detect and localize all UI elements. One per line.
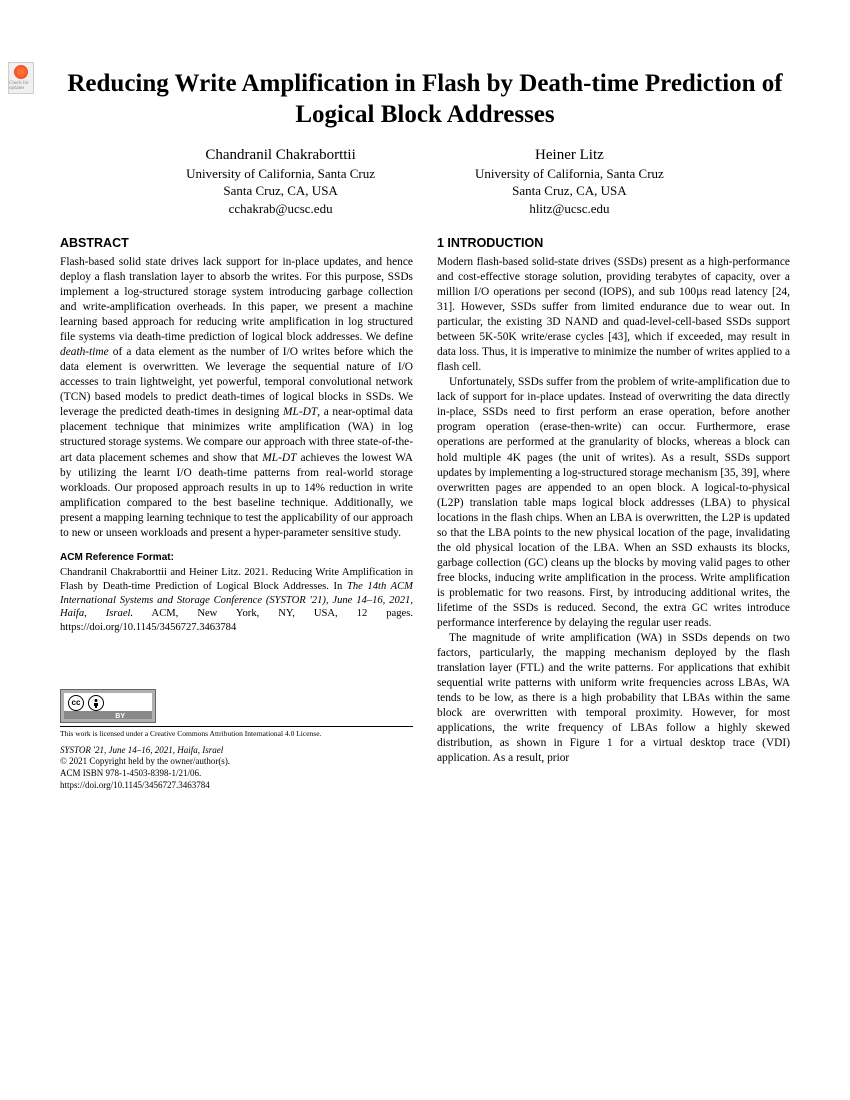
paper-title: Reducing Write Amplification in Flash by…: [60, 68, 790, 131]
author-1-loc: Santa Cruz, CA, USA: [186, 182, 375, 200]
acm-ref-text: Chandranil Chakraborttii and Heiner Litz…: [60, 566, 413, 635]
author-1-email: cchakrab@ucsc.edu: [186, 200, 375, 218]
license-text: This work is licensed under a Creative C…: [60, 726, 413, 739]
author-1: Chandranil Chakraborttii University of C…: [186, 145, 375, 218]
acm-ref-heading: ACM Reference Format:: [60, 551, 413, 564]
author-2: Heiner Litz University of California, Sa…: [475, 145, 664, 218]
cc-license-block: cc BY This work is licensed under a Crea…: [60, 689, 413, 739]
cc-icon: cc: [68, 695, 84, 711]
badge-label: Check for updates: [9, 81, 33, 91]
author-1-name: Chandranil Chakraborttii: [186, 145, 375, 165]
author-2-name: Heiner Litz: [475, 145, 664, 165]
author-2-loc: Santa Cruz, CA, USA: [475, 182, 664, 200]
check-updates-badge[interactable]: Check for updates: [8, 62, 34, 94]
two-column-body: ABSTRACT Flash-based solid state drives …: [60, 235, 790, 791]
footer-isbn: ACM ISBN 978-1-4503-8398-1/21/06.: [60, 768, 413, 780]
left-column: ABSTRACT Flash-based solid state drives …: [60, 235, 413, 791]
author-1-affil: University of California, Santa Cruz: [186, 165, 375, 183]
right-column: 1 INTRODUCTION Modern flash-based solid-…: [437, 235, 790, 791]
intro-p1: Modern flash-based solid-state drives (S…: [437, 255, 790, 375]
footer-copyright: © 2021 Copyright held by the owner/autho…: [60, 756, 413, 768]
abstract-body: Flash-based solid state drives lack supp…: [60, 255, 413, 541]
by-icon: [88, 695, 104, 711]
intro-p3: The magnitude of write amplification (WA…: [437, 631, 790, 766]
footer-block: SYSTOR '21, June 14–16, 2021, Haifa, Isr…: [60, 745, 413, 792]
abstract-heading: ABSTRACT: [60, 235, 413, 252]
footer-doi: https://doi.org/10.1145/3456727.3463784: [60, 780, 413, 792]
by-label: BY: [115, 712, 125, 721]
intro-heading: 1 INTRODUCTION: [437, 235, 790, 252]
author-2-affil: University of California, Santa Cruz: [475, 165, 664, 183]
updates-icon: [14, 65, 28, 79]
intro-p2: Unfortunately, SSDs suffer from the prob…: [437, 375, 790, 631]
cc-badge[interactable]: cc BY: [60, 689, 156, 723]
footer-conference: SYSTOR '21, June 14–16, 2021, Haifa, Isr…: [60, 745, 413, 757]
author-2-email: hlitz@ucsc.edu: [475, 200, 664, 218]
authors-block: Chandranil Chakraborttii University of C…: [60, 145, 790, 218]
